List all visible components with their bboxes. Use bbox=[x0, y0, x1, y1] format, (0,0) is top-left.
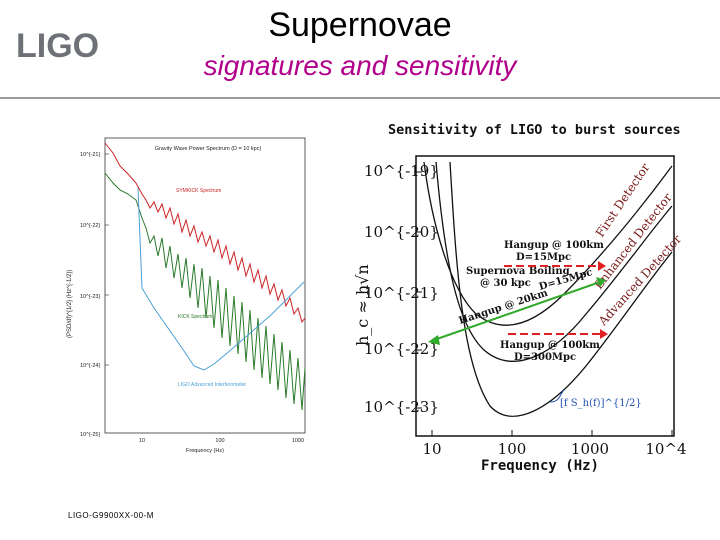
right-ytick-1: 10^{-19} bbox=[364, 162, 439, 180]
symkick-curve bbox=[104, 142, 306, 324]
noise-label: [f S_h(f)]^{1/2} bbox=[560, 398, 642, 409]
kick-curve bbox=[104, 172, 306, 411]
ligo-advanced-label: LIGO Advanced Interferometer bbox=[178, 382, 246, 388]
advanced-detector-curve bbox=[449, 161, 673, 417]
right-plot-frame bbox=[415, 155, 675, 437]
page-subtitle: signatures and sensitivity bbox=[203, 50, 517, 81]
enhanced-detector-curve bbox=[435, 161, 673, 362]
left-ytick-4: 10^{-24} bbox=[80, 363, 100, 369]
kick-label: KICK Spectrum bbox=[178, 314, 212, 320]
left-ytick-2: 10^{-22} bbox=[80, 223, 100, 229]
ligo-logo: LIGO bbox=[14, 26, 124, 66]
hangup3-label-a: Hangup @ 100km bbox=[500, 340, 600, 351]
left-xtick-1: 10 bbox=[139, 438, 145, 444]
left-spectrum-plot: Gravity Wave Power Spectrum (D = 10 kpc)… bbox=[67, 137, 306, 454]
first-detector-curve bbox=[423, 161, 673, 326]
left-plot-xlabel: Frequency (Hz) bbox=[186, 448, 224, 454]
ligo-logo-text: LIGO bbox=[16, 27, 99, 65]
right-xtick-4: 10^4 bbox=[645, 440, 686, 458]
hangup2-label: Hangup @ 20km bbox=[458, 288, 550, 327]
symkick-label: SYMKICK Spectrum bbox=[176, 188, 221, 194]
green-arrow bbox=[428, 277, 606, 345]
right-ytick-4: 10^{-22} bbox=[364, 340, 439, 358]
left-xtick-3: 1000 bbox=[292, 438, 304, 444]
hangup3-label-b: D=300Mpc bbox=[514, 352, 576, 363]
right-sensitivity-plot: Sensitivity of LIGO to burst sources 10^… bbox=[354, 122, 687, 474]
right-plot-xlabel: Frequency (Hz) bbox=[481, 458, 599, 474]
noise-pointer bbox=[549, 389, 565, 403]
hangup1-label-a: Hangup @ 100km bbox=[504, 240, 604, 251]
right-xtick-1: 10 bbox=[422, 440, 441, 458]
left-ytick-1: 10^{-21} bbox=[80, 152, 100, 158]
right-ytick-5: 10^{-23} bbox=[364, 398, 439, 416]
title-divider bbox=[0, 97, 720, 99]
hangup1-label-b: D=15Mpc bbox=[516, 252, 571, 263]
right-ytick-2: 10^{-20} bbox=[364, 223, 439, 241]
right-plot-ylabel: h_c ≈ h√n bbox=[354, 264, 372, 346]
red-arrow-top bbox=[504, 261, 606, 271]
ligo-advanced-curve bbox=[137, 187, 305, 371]
left-ytick-5: 10^{-25} bbox=[80, 432, 100, 438]
left-plot-title: Gravity Wave Power Spectrum (D = 10 kpc) bbox=[155, 146, 262, 152]
right-ytick-3: 10^{-21} bbox=[364, 284, 439, 302]
left-xtick-2: 100 bbox=[215, 438, 224, 444]
right-xtick-3: 1000 bbox=[571, 440, 609, 458]
supernova-label-a: Supernova Boiling bbox=[466, 266, 570, 277]
page-title: Supernovae bbox=[268, 6, 452, 44]
red-arrow-bottom bbox=[508, 329, 608, 339]
left-plot-frame bbox=[104, 137, 306, 434]
right-xtick-2: 100 bbox=[498, 440, 527, 458]
document-id: LIGO-G9900XX-00-M bbox=[68, 511, 154, 520]
supernova-label-b: @ 30 kpc bbox=[480, 278, 531, 289]
right-plot-title: Sensitivity of LIGO to burst sources bbox=[388, 122, 681, 138]
left-plot-ylabel: (PSD/df)^{1/2} (Hz^{-1/2}) bbox=[67, 270, 73, 338]
left-ytick-3: 10^{-23} bbox=[80, 294, 100, 300]
